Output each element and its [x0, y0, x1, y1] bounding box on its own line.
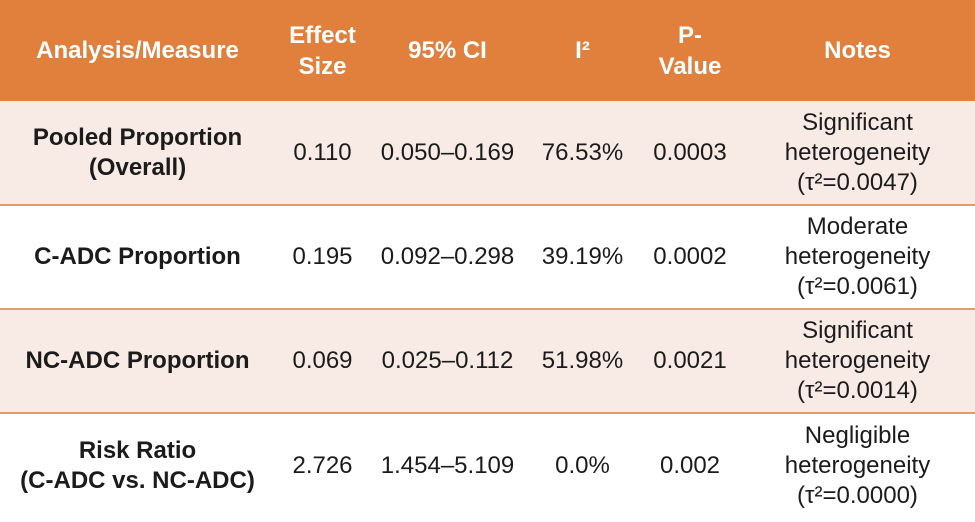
- table-row-c-adc-proportion: C-ADC Proportion 0.195 0.092–0.298 39.19…: [0, 205, 975, 309]
- cell-effect-size: 0.110: [293, 138, 352, 166]
- table-row-risk-ratio: Risk Ratio (C-ADC vs. NC-ADC) 2.726 1.45…: [0, 413, 975, 517]
- header-row: Analysis/Measure Effect Size 95% CI I² P…: [0, 0, 975, 101]
- table-body: Pooled Proportion (Overall) 0.110 0.050–…: [0, 101, 975, 517]
- cell-measure: NC-ADC Proportion: [25, 347, 250, 374]
- cell-i-squared: 0.0%: [555, 451, 610, 479]
- column-header-95-ci: 95% CI: [370, 0, 525, 101]
- column-header-analysis-measure: Analysis/Measure: [0, 0, 275, 101]
- cell-notes: Significant heterogeneity (τ²=0.0014): [784, 317, 931, 404]
- column-header-p-value: P- Value: [640, 0, 740, 101]
- cell-i-squared: 51.98%: [541, 347, 624, 374]
- cell-95-ci: 0.050–0.169: [380, 138, 515, 166]
- cell-notes: Moderate heterogeneity (τ²=0.0061): [784, 213, 931, 300]
- cell-effect-size: 0.069: [292, 347, 353, 374]
- cell-p-value: 0.0002: [653, 243, 727, 270]
- cell-notes: Negligible heterogeneity (τ²=0.0000): [784, 421, 931, 509]
- column-header-i-squared: I²: [525, 0, 640, 101]
- cell-95-ci: 0.025–0.112: [381, 347, 514, 374]
- table-header: Analysis/Measure Effect Size 95% CI I² P…: [0, 0, 975, 101]
- cell-p-value: 0.002: [659, 451, 721, 479]
- cell-effect-size: 0.195: [292, 243, 353, 270]
- column-header-notes: Notes: [740, 0, 975, 101]
- table-row-nc-adc-proportion: NC-ADC Proportion 0.069 0.025–0.112 51.9…: [0, 309, 975, 413]
- cell-i-squared: 76.53%: [541, 138, 624, 166]
- cell-measure: Risk Ratio (C-ADC vs. NC-ADC): [20, 436, 255, 494]
- cell-p-value: 0.0021: [653, 347, 727, 374]
- table-row-pooled-proportion: Pooled Proportion (Overall) 0.110 0.050–…: [0, 101, 975, 205]
- cell-effect-size: 2.726: [292, 451, 353, 479]
- cell-measure: C-ADC Proportion: [34, 243, 241, 270]
- column-header-effect-size: Effect Size: [275, 0, 370, 101]
- cell-measure: Pooled Proportion (Overall): [32, 123, 243, 181]
- cell-notes: Significant heterogeneity (τ²=0.0047): [784, 108, 931, 196]
- cell-p-value: 0.0003: [653, 138, 727, 166]
- cell-95-ci: 1.454–5.109: [380, 451, 515, 479]
- cell-i-squared: 39.19%: [541, 243, 624, 270]
- cell-95-ci: 0.092–0.298: [380, 243, 515, 270]
